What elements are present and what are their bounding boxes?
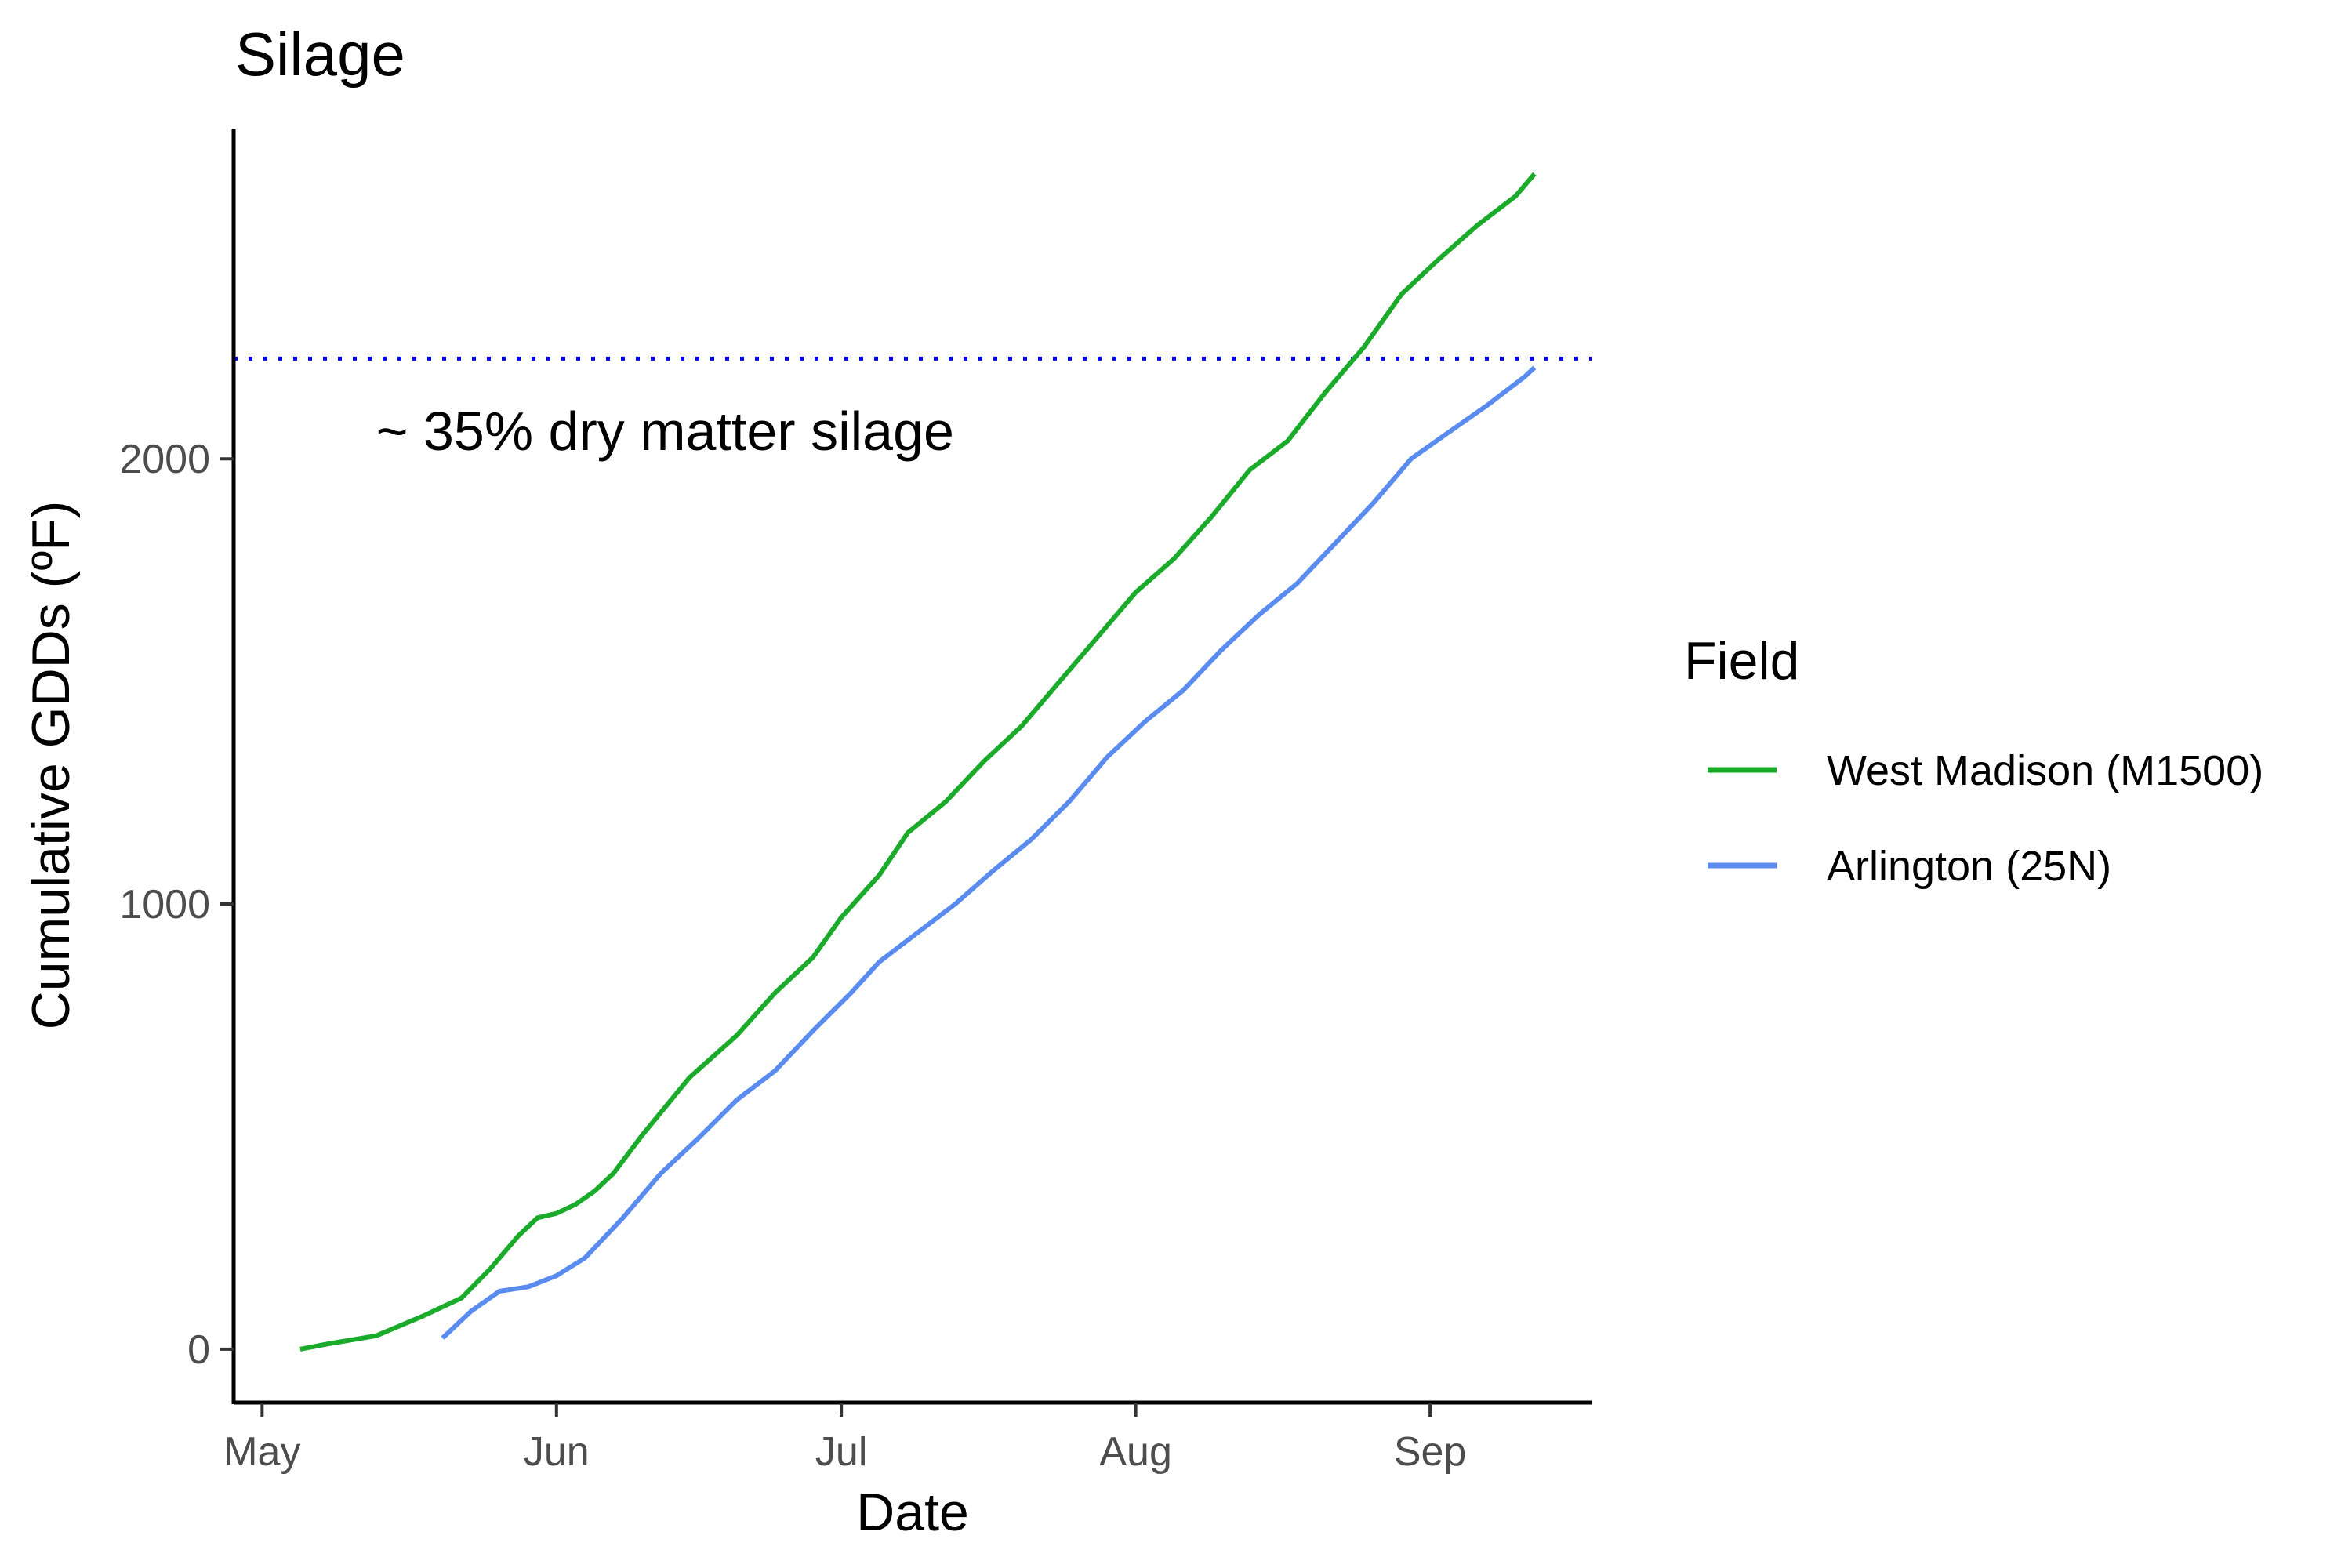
plot-area: ~ 35% dry matter silage <box>234 172 1592 1352</box>
series-line-2 <box>441 365 1537 1340</box>
x-tick-label: Sep <box>1394 1429 1467 1475</box>
x-tick-label: Aug <box>1099 1429 1172 1475</box>
y-axis-label: Cumulative GDDs (ºF) <box>21 501 81 1030</box>
legend: Field West Madison (M1500) Arlington (25N… <box>1684 631 2263 890</box>
x-axis-ticks: May Jun Jul Aug Sep <box>223 1403 1466 1475</box>
y-tick-label: 2000 <box>119 437 210 482</box>
chart-title: Silage <box>235 20 405 89</box>
y-tick-label: 1000 <box>119 882 210 927</box>
y-tick-label: 0 <box>187 1327 210 1373</box>
reference-line-label: ~ 35% dry matter silage <box>376 401 954 462</box>
series-line-1 <box>299 172 1537 1352</box>
legend-label-2: Arlington (25N) <box>1827 843 2111 890</box>
x-tick-label: Jun <box>524 1429 590 1475</box>
x-axis-label: Date <box>856 1483 969 1542</box>
x-tick-label: May <box>223 1429 300 1475</box>
x-tick-label: Jul <box>815 1429 867 1475</box>
legend-label-1: West Madison (M1500) <box>1827 747 2263 794</box>
legend-title: Field <box>1684 631 1799 691</box>
y-axis-ticks: 0 1000 2000 <box>119 437 234 1373</box>
